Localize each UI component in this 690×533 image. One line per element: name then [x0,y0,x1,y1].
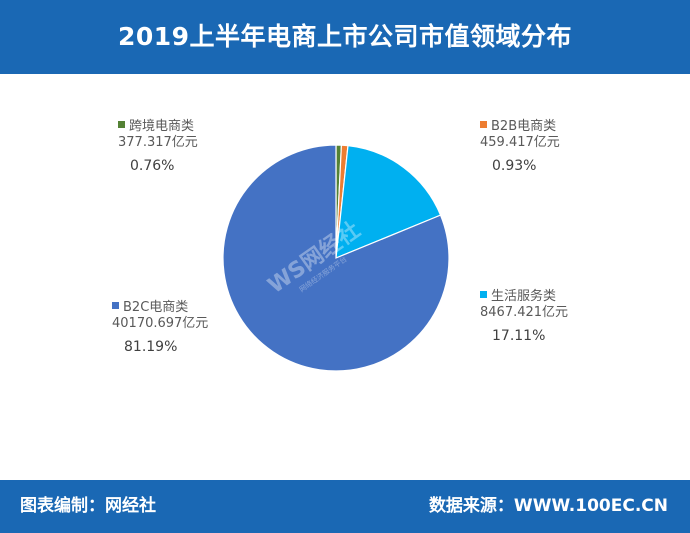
slice-name-3: B2C电商类 [123,300,188,315]
footer-credit: 图表编制：网经社 [20,496,156,516]
slice-value-3: 40170.697亿元 [112,316,208,331]
slice-value-1: 459.417亿元 [480,135,560,150]
slice-name-1: B2B电商类 [491,119,556,134]
legend-swatch-2 [480,291,487,298]
pie-slice-2 [335,144,442,259]
slice-percent-3: 81.19% [124,339,177,355]
legend-swatch-3 [112,302,119,309]
slice-name-0: 跨境电商类 [129,119,194,134]
pie-chart: WS网经社网络经济服务平台跨境电商类377.317亿元0.76%B2B电商类45… [112,119,568,372]
legend-swatch-0 [118,121,125,128]
slice-percent-0: 0.76% [130,158,174,174]
header-bar [0,0,690,74]
slice-percent-1: 0.93% [492,158,536,174]
slice-percent-2: 17.11% [492,328,545,344]
slice-value-0: 377.317亿元 [118,135,198,150]
pie-slice-3 [222,144,450,372]
slice-name-2: 生活服务类 [491,288,556,304]
footer-bar [0,480,690,533]
footer-source: 数据来源：WWW.100EC.CN [428,496,668,516]
legend-swatch-1 [480,121,487,128]
slice-value-2: 8467.421亿元 [480,305,568,320]
chart-title: 2019上半年电商上市公司市值领域分布 [117,22,573,51]
